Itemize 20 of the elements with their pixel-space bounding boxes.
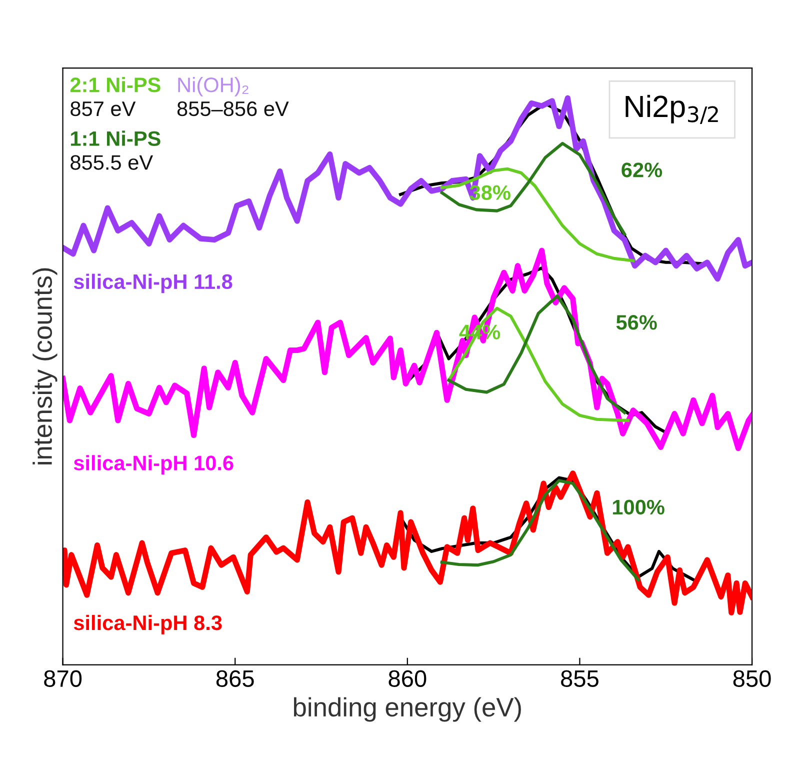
y-axis-title: intensity (counts): [32, 268, 58, 464]
x-axis-title: binding energy (eV): [294, 697, 521, 722]
x-tick-label: 860: [388, 670, 426, 687]
series-label: 56%: [616, 315, 657, 330]
series-label: silica-Ni-pH 10.6: [74, 455, 234, 475]
chart-title: Ni2p$_{3/2}$: [626, 94, 718, 124]
series-label: 100%: [612, 500, 664, 515]
x-tick-label: 865: [216, 670, 254, 687]
series-label: 62%: [622, 162, 662, 178]
x-tick-label: 870: [44, 670, 82, 687]
text: Ni(OH)₂: [178, 76, 248, 96]
annotation: 855–856 eV: [177, 101, 289, 116]
x-tick-label: 850: [733, 670, 771, 687]
series-label: silica-Ni-pH 8.3: [74, 614, 222, 634]
x-tick-label: 855: [561, 670, 598, 687]
annotation: 855.5 eV: [70, 155, 154, 170]
series-label: silica-Ni-pH 11.8: [74, 274, 232, 294]
annotation: 857 eV: [70, 101, 136, 116]
text: 2:1 Ni-PS: [70, 76, 160, 92]
annotation: 1:1 Ni-PS: [71, 130, 160, 146]
